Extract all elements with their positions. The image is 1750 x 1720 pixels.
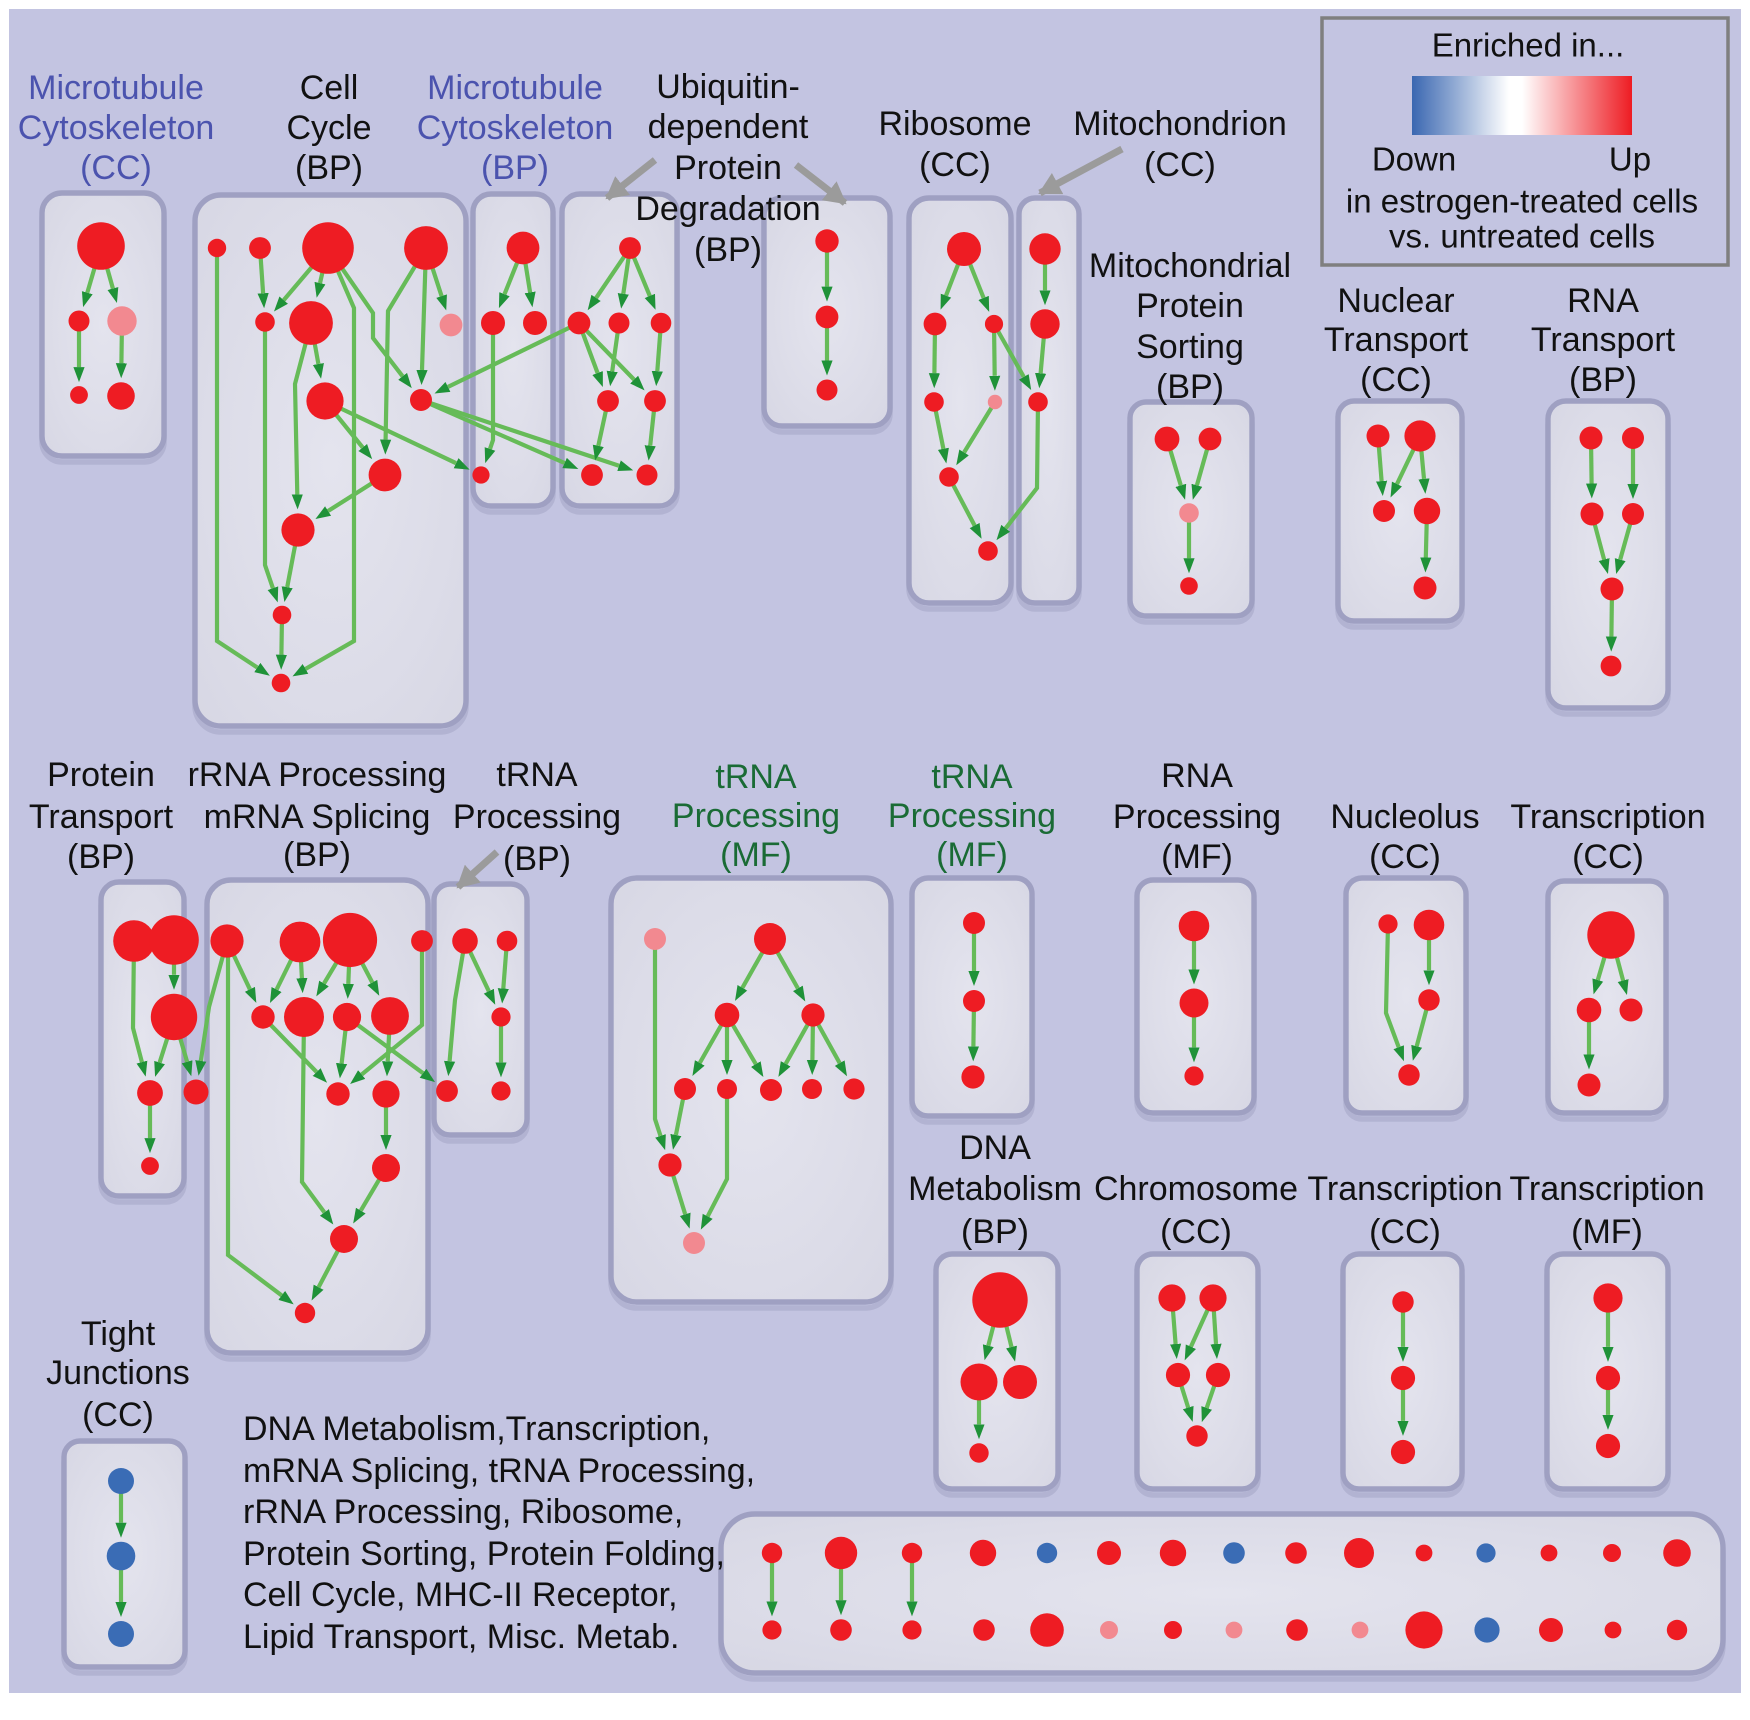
- svg-text:in estrogen-treated cells: in estrogen-treated cells: [1346, 183, 1698, 220]
- svg-text:(BP): (BP): [1569, 361, 1637, 399]
- svg-text:Down: Down: [1372, 141, 1456, 178]
- svg-text:(CC): (CC): [1369, 1213, 1441, 1251]
- svg-text:Ubiquitin-: Ubiquitin-: [656, 68, 800, 106]
- svg-text:DNA Metabolism,Transcription,: DNA Metabolism,Transcription,: [243, 1410, 710, 1448]
- svg-text:vs. untreated cells: vs. untreated cells: [1389, 218, 1655, 255]
- svg-text:dependent: dependent: [648, 108, 809, 146]
- svg-text:Lipid Transport, Misc. Metab.: Lipid Transport, Misc. Metab.: [243, 1618, 680, 1656]
- svg-text:Microtubule: Microtubule: [28, 69, 204, 107]
- svg-text:(CC): (CC): [1360, 361, 1432, 399]
- svg-text:Protein Sorting, Protein Foldi: Protein Sorting, Protein Folding,: [243, 1535, 725, 1573]
- svg-text:(BP): (BP): [961, 1213, 1029, 1251]
- svg-text:(BP): (BP): [481, 149, 549, 187]
- svg-text:Processing: Processing: [1113, 798, 1281, 836]
- svg-text:Transport: Transport: [29, 798, 174, 836]
- svg-text:tRNA: tRNA: [496, 756, 578, 794]
- svg-text:Mitochondrial: Mitochondrial: [1089, 247, 1291, 285]
- svg-text:tRNA: tRNA: [931, 758, 1013, 796]
- svg-text:Nucleolus: Nucleolus: [1330, 798, 1479, 836]
- svg-text:Processing: Processing: [672, 797, 840, 835]
- svg-text:rRNA Processing, Ribosome,: rRNA Processing, Ribosome,: [243, 1493, 683, 1531]
- svg-text:Up: Up: [1609, 141, 1651, 178]
- svg-text:mRNA Splicing: mRNA Splicing: [204, 798, 431, 836]
- svg-text:(CC): (CC): [80, 149, 152, 187]
- svg-text:Cytoskeleton: Cytoskeleton: [417, 109, 614, 147]
- svg-text:(BP): (BP): [503, 840, 571, 878]
- svg-text:tRNA: tRNA: [715, 758, 797, 796]
- svg-text:Junctions: Junctions: [46, 1354, 190, 1392]
- svg-text:Transport: Transport: [1531, 321, 1676, 359]
- svg-text:Processing: Processing: [453, 798, 621, 836]
- svg-text:(CC): (CC): [1572, 838, 1644, 876]
- svg-text:(BP): (BP): [1156, 368, 1224, 406]
- svg-text:Protein: Protein: [1136, 287, 1244, 325]
- svg-text:Sorting: Sorting: [1136, 328, 1244, 366]
- svg-text:Mitochondrion: Mitochondrion: [1073, 105, 1287, 143]
- svg-text:mRNA Splicing, tRNA Processing: mRNA Splicing, tRNA Processing,: [243, 1452, 755, 1490]
- svg-text:Transcription: Transcription: [1510, 798, 1705, 836]
- svg-text:(CC): (CC): [919, 146, 991, 184]
- svg-text:(BP): (BP): [67, 838, 135, 876]
- svg-text:Cell: Cell: [300, 69, 359, 107]
- svg-text:Cell Cycle, MHC-II Receptor,: Cell Cycle, MHC-II Receptor,: [243, 1576, 678, 1614]
- svg-text:RNA: RNA: [1567, 282, 1639, 320]
- svg-text:(BP): (BP): [283, 836, 351, 874]
- svg-text:Nuclear: Nuclear: [1337, 282, 1454, 320]
- svg-text:Protein: Protein: [47, 756, 155, 794]
- svg-text:(CC): (CC): [1369, 838, 1441, 876]
- svg-text:(BP): (BP): [295, 149, 363, 187]
- svg-text:Protein: Protein: [674, 149, 782, 187]
- svg-text:(CC): (CC): [1144, 146, 1216, 184]
- svg-text:rRNA Processing: rRNA Processing: [188, 756, 447, 794]
- svg-text:Tight: Tight: [81, 1315, 156, 1353]
- svg-text:Ribosome: Ribosome: [878, 105, 1031, 143]
- svg-text:Transcription: Transcription: [1307, 1170, 1502, 1208]
- svg-text:Enriched in...: Enriched in...: [1432, 27, 1625, 64]
- svg-text:(MF): (MF): [1161, 838, 1233, 876]
- svg-text:DNA: DNA: [959, 1129, 1031, 1167]
- svg-text:(CC): (CC): [1160, 1213, 1232, 1251]
- svg-text:RNA: RNA: [1161, 757, 1233, 795]
- svg-text:Transport: Transport: [1324, 321, 1469, 359]
- svg-text:Metabolism: Metabolism: [908, 1170, 1082, 1208]
- svg-text:Degradation: Degradation: [635, 190, 820, 228]
- svg-text:Cycle: Cycle: [286, 109, 371, 147]
- svg-text:Transcription: Transcription: [1509, 1170, 1704, 1208]
- svg-text:(MF): (MF): [1571, 1213, 1643, 1251]
- svg-text:Cytoskeleton: Cytoskeleton: [18, 109, 215, 147]
- svg-text:(CC): (CC): [82, 1396, 154, 1434]
- svg-text:Processing: Processing: [888, 797, 1056, 835]
- svg-text:(BP): (BP): [694, 231, 762, 269]
- svg-text:(MF): (MF): [720, 836, 792, 874]
- svg-text:Chromosome: Chromosome: [1094, 1170, 1298, 1208]
- svg-text:(MF): (MF): [936, 836, 1008, 874]
- svg-text:Microtubule: Microtubule: [427, 69, 603, 107]
